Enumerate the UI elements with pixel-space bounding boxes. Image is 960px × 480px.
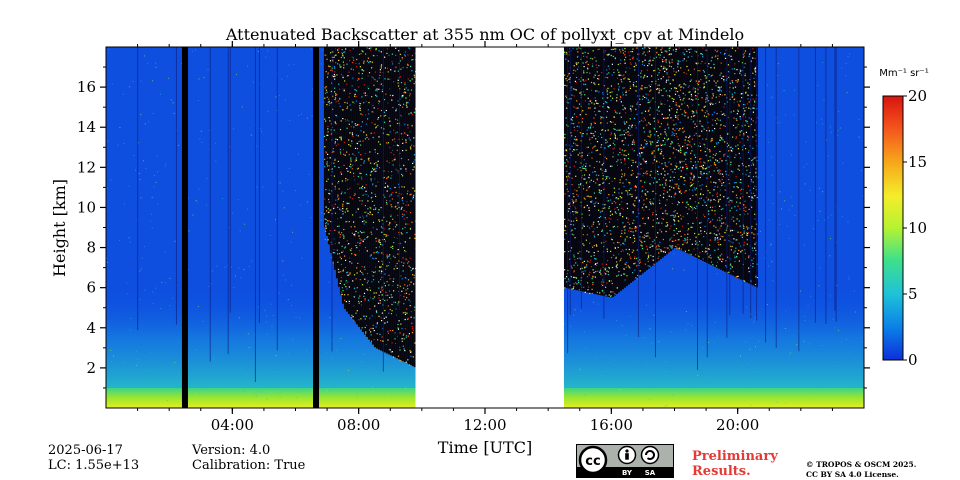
cc-icon (578, 445, 608, 475)
footer-lc: LC: 1.55e+13 (48, 458, 140, 473)
x-axis-label: Time [UTC] (438, 438, 532, 457)
x-tick-label: 16:00 (590, 416, 633, 434)
copyright-line1: © TROPOS & OSCM 2025. (806, 460, 917, 469)
footer-date: 2025-06-17 (48, 443, 123, 458)
y-tick-label: 12 (77, 158, 96, 176)
copyright-note: © TROPOS & OSCM 2025. CC BY SA 4.0 Licen… (806, 460, 916, 480)
footer-version: Version: 4.0 (192, 443, 271, 458)
colorbar-tick-label: 10 (908, 219, 927, 237)
vertical-streaks (137, 47, 837, 383)
chart-title: Attenuated Backscatter at 355 nm OC of p… (225, 25, 744, 44)
y-tick-label: 10 (77, 198, 96, 216)
y-tick-label: 6 (86, 279, 96, 297)
preliminary-note: Preliminary Results. (692, 449, 778, 479)
colorbar-tick-label: 15 (908, 153, 927, 171)
x-tick-label: 08:00 (337, 416, 380, 434)
no-data-period (415, 47, 564, 408)
noisy-segment (323, 47, 417, 368)
footer-calibration: Calibration: True (192, 458, 306, 473)
y-tick-label: 2 (86, 359, 96, 377)
colorbar-label: Mm⁻¹ sr⁻¹ (879, 68, 928, 79)
cc-license-badge: cc BY SA (576, 444, 674, 478)
colorbar-tick-label: 5 (908, 285, 918, 303)
colorbar-tick-label: 20 (908, 87, 927, 105)
y-axis-label: Height [km] (50, 179, 69, 277)
preliminary-line2: Results. (692, 464, 751, 479)
y-tick-label: 14 (77, 118, 96, 136)
copyright-line2: CC BY SA 4.0 License. (806, 470, 899, 479)
x-tick-label: 12:00 (463, 416, 506, 434)
share-alike-icon (640, 445, 660, 465)
colorbar-tick-label: 0 (908, 351, 918, 369)
plot-area (106, 47, 864, 408)
y-tick-label: 8 (86, 239, 96, 257)
x-tick-label: 20:00 (716, 416, 759, 434)
x-tick-label: 04:00 (211, 416, 254, 434)
data-gap-line (313, 47, 320, 408)
preliminary-line1: Preliminary (692, 449, 778, 464)
y-tick-label: 16 (77, 78, 96, 96)
y-tick-label: 4 (86, 319, 96, 337)
y-axis: 2 4 6 8 10 12 14 16 (77, 66, 870, 389)
colorbar: Mm⁻¹ sr⁻¹ 0 5 10 15 20 (879, 68, 928, 369)
x-axis: 04:00 08:00 12:00 16:00 20:00 (137, 41, 833, 434)
data-gap-line (181, 47, 188, 408)
colorbar-gradient (882, 95, 904, 361)
